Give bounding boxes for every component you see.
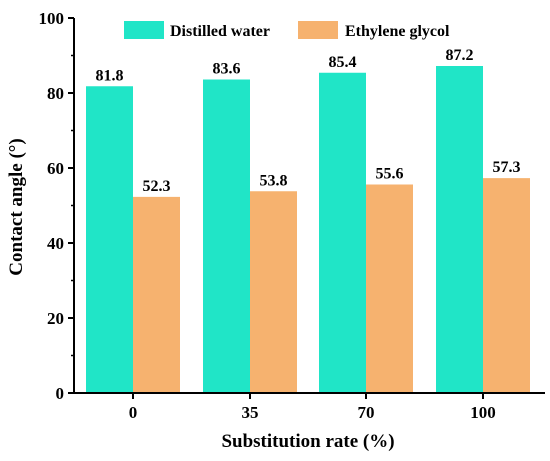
x-tick-label-70: 70 [358,403,375,422]
bar-ethylene-glycol-0 [133,196,180,393]
data-label-ethylene-glycol-70: 55.6 [376,166,404,183]
bars-layer [86,66,530,393]
axes-layer: 0 20 40 60 80 100 0 35 70 100 [39,9,545,422]
bar-distilled-water-0 [86,86,133,393]
y-tick-label-80: 80 [47,84,64,103]
legend: Distilled water Ethylene glycol [124,21,450,40]
legend-label-ethylene-glycol: Ethylene glycol [345,23,450,40]
y-tick-label-0: 0 [56,384,65,403]
data-label-ethylene-glycol-0: 52.3 [143,178,171,195]
bar-distilled-water-100 [436,66,483,393]
bar-distilled-water-70 [319,72,366,393]
data-label-ethylene-glycol-35: 53.8 [260,172,288,189]
y-tick-label-100: 100 [39,9,65,28]
y-tick-label-40: 40 [47,234,64,253]
legend-swatch-distilled-water [124,21,164,39]
bar-distilled-water-35 [203,79,250,393]
y-axis-title: Contact angle (°) [6,138,27,275]
bar-ethylene-glycol-35 [250,191,297,393]
data-label-ethylene-glycol-100: 57.3 [493,159,521,176]
legend-swatch-ethylene-glycol [298,21,338,39]
x-axis-title: Substitution rate (%) [221,431,394,452]
y-tick-label-60: 60 [47,159,64,178]
data-label-distilled-water-100: 87.2 [446,47,474,64]
data-label-distilled-water-70: 85.4 [329,54,357,71]
bar-ethylene-glycol-100 [483,178,530,393]
legend-label-distilled-water: Distilled water [170,23,270,40]
x-tick-label-0: 0 [129,403,138,422]
data-label-distilled-water-35: 83.6 [213,61,241,78]
data-label-distilled-water-0: 81.8 [96,67,124,84]
x-tick-label-100: 100 [470,403,496,422]
bar-ethylene-glycol-70 [366,184,413,393]
y-tick-label-20: 20 [47,309,64,328]
data-labels-layer: 81.8 52.3 83.6 53.8 85.4 55.6 87.2 57.3 [96,47,521,195]
x-tick-label-35: 35 [242,403,259,422]
